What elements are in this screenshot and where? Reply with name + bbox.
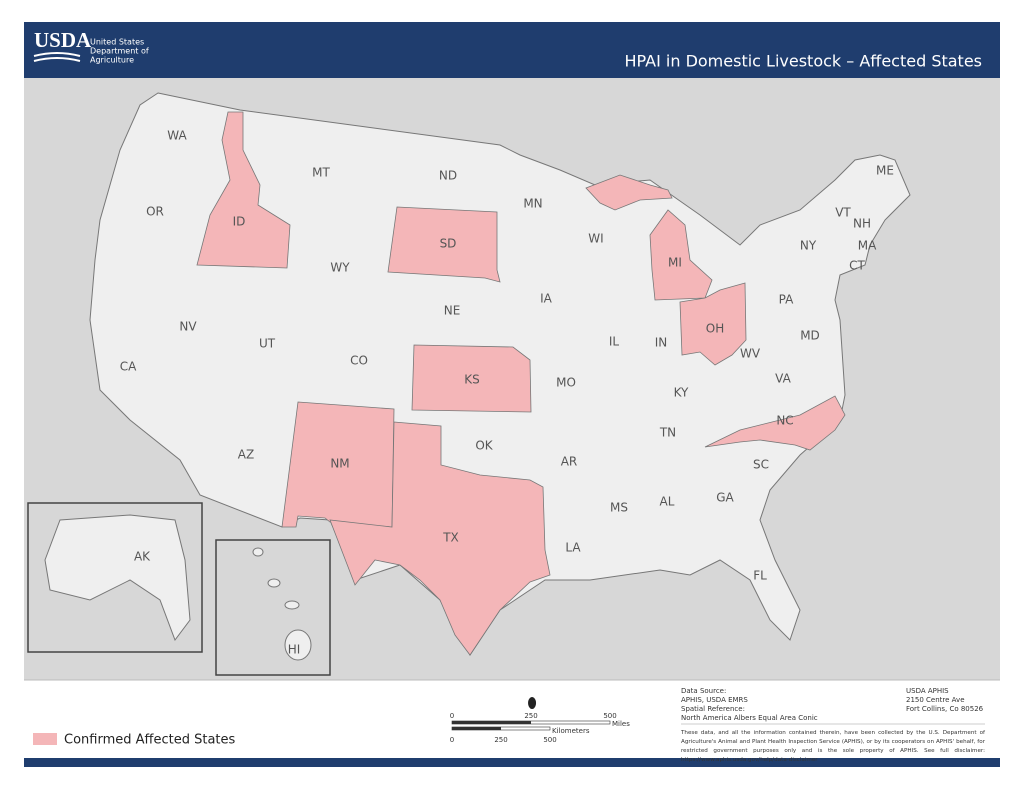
state-label: AR (561, 455, 578, 469)
affected-state (585, 174, 673, 211)
logo: USDA (34, 28, 92, 52)
north-arrow (528, 697, 537, 709)
state-label: MD (800, 329, 820, 343)
scale-label: 0 (450, 712, 454, 720)
state-label: SD (440, 237, 457, 251)
agency-line: United States (90, 38, 144, 47)
state-label: NE (444, 304, 461, 318)
state-label: IL (609, 335, 620, 349)
state-label: NY (800, 239, 817, 253)
state-label: KY (674, 386, 689, 400)
state-label: ID (233, 215, 246, 229)
affected-state (387, 206, 501, 283)
scale-label: 500 (603, 712, 616, 720)
state-label: OR (146, 205, 164, 219)
state-label: AZ (238, 448, 254, 462)
hawaii-islands (252, 547, 312, 661)
state-label: NV (179, 320, 197, 334)
state-label: AK (134, 550, 151, 564)
address-line: USDA APHIS (906, 687, 949, 695)
state-label: CT (849, 259, 865, 273)
logo-swoosh (33, 52, 81, 62)
footer-band (24, 758, 1000, 767)
title: HPAI in Domestic Livestock – Affected St… (624, 52, 982, 71)
source-title: Data Source: (681, 687, 726, 695)
state-label: TX (442, 531, 459, 545)
state-label: VT (835, 206, 851, 220)
disclaimer: These data, and all the information cont… (681, 730, 985, 763)
state-label: VA (775, 372, 791, 386)
state-label: LA (565, 541, 581, 555)
hawaii-inset (215, 539, 331, 676)
legend-swatch (33, 733, 57, 745)
state-label: MN (523, 197, 542, 211)
scale-label: 250 (494, 736, 507, 744)
state-label: NH (853, 217, 871, 231)
state-label: ME (876, 164, 894, 178)
scale-bar (452, 727, 501, 730)
alaska-land (44, 514, 191, 642)
state-label: CO (350, 354, 368, 368)
affected-state (649, 209, 713, 301)
state-label: WV (740, 347, 761, 361)
state-label: FL (753, 569, 767, 583)
reference: North America Albers Equal Area Conic (681, 714, 818, 722)
state-label: KS (464, 373, 480, 387)
state-label: IA (540, 292, 553, 306)
state-label: AL (660, 495, 675, 509)
state-label: WI (588, 232, 603, 246)
scale-unit: Kilometers (552, 727, 590, 735)
state-label: UT (259, 337, 276, 351)
state-label: WY (330, 261, 350, 275)
state-label: ND (439, 169, 457, 183)
state-label: OK (475, 439, 493, 453)
state-label: CA (120, 360, 137, 374)
address-line: 2150 Centre Ave (906, 696, 965, 704)
affected-state (329, 421, 551, 656)
state-label: HI (288, 643, 301, 657)
legend-label: Confirmed Affected States (64, 733, 236, 748)
scale-unit: Miles (612, 720, 630, 728)
affected-state (196, 111, 291, 269)
state-label: NM (330, 457, 349, 471)
state-label: WA (167, 129, 187, 143)
agency-line: Agriculture (90, 56, 134, 65)
affected-state (704, 395, 846, 451)
state-label: TN (659, 426, 676, 440)
state-label: NC (776, 414, 793, 428)
map: WA OR CA ID NV UT AZ MT WY CO NM ND SD NE KS OK TX MN IA MO… (27, 92, 911, 676)
state-label: IN (655, 336, 668, 350)
header-band (24, 22, 1000, 78)
state-label: MA (858, 239, 877, 253)
state-label: GA (716, 491, 734, 505)
state-label: SC (753, 458, 769, 472)
reference-title: Spatial Reference: (681, 705, 745, 713)
scale-label: 500 (543, 736, 556, 744)
agency-line: Department of (90, 47, 149, 56)
affected-state (411, 344, 532, 413)
scale-bar (452, 721, 531, 724)
state-label: MI (668, 256, 682, 270)
state-label: MO (556, 376, 576, 390)
scale-label: 0 (450, 736, 454, 744)
state-label: MT (312, 166, 330, 180)
state-label: PA (779, 293, 794, 307)
state-label: MS (610, 501, 628, 515)
source: APHIS, USDA EMRS (681, 696, 748, 704)
state-label: OH (706, 322, 724, 336)
address-line: Fort Collins, Co 80526 (906, 705, 984, 713)
affected-state (679, 282, 747, 366)
scale-label: 250 (524, 712, 537, 720)
